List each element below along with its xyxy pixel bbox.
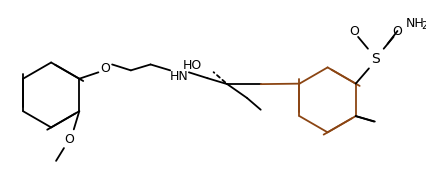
- Text: O: O: [64, 133, 74, 146]
- Text: O: O: [349, 24, 359, 38]
- Text: HN: HN: [170, 70, 188, 83]
- Text: HO: HO: [182, 59, 201, 72]
- Text: NH: NH: [405, 17, 424, 30]
- Text: O: O: [101, 62, 110, 75]
- Text: O: O: [392, 24, 403, 38]
- Text: 2: 2: [421, 21, 426, 31]
- Text: S: S: [371, 52, 380, 66]
